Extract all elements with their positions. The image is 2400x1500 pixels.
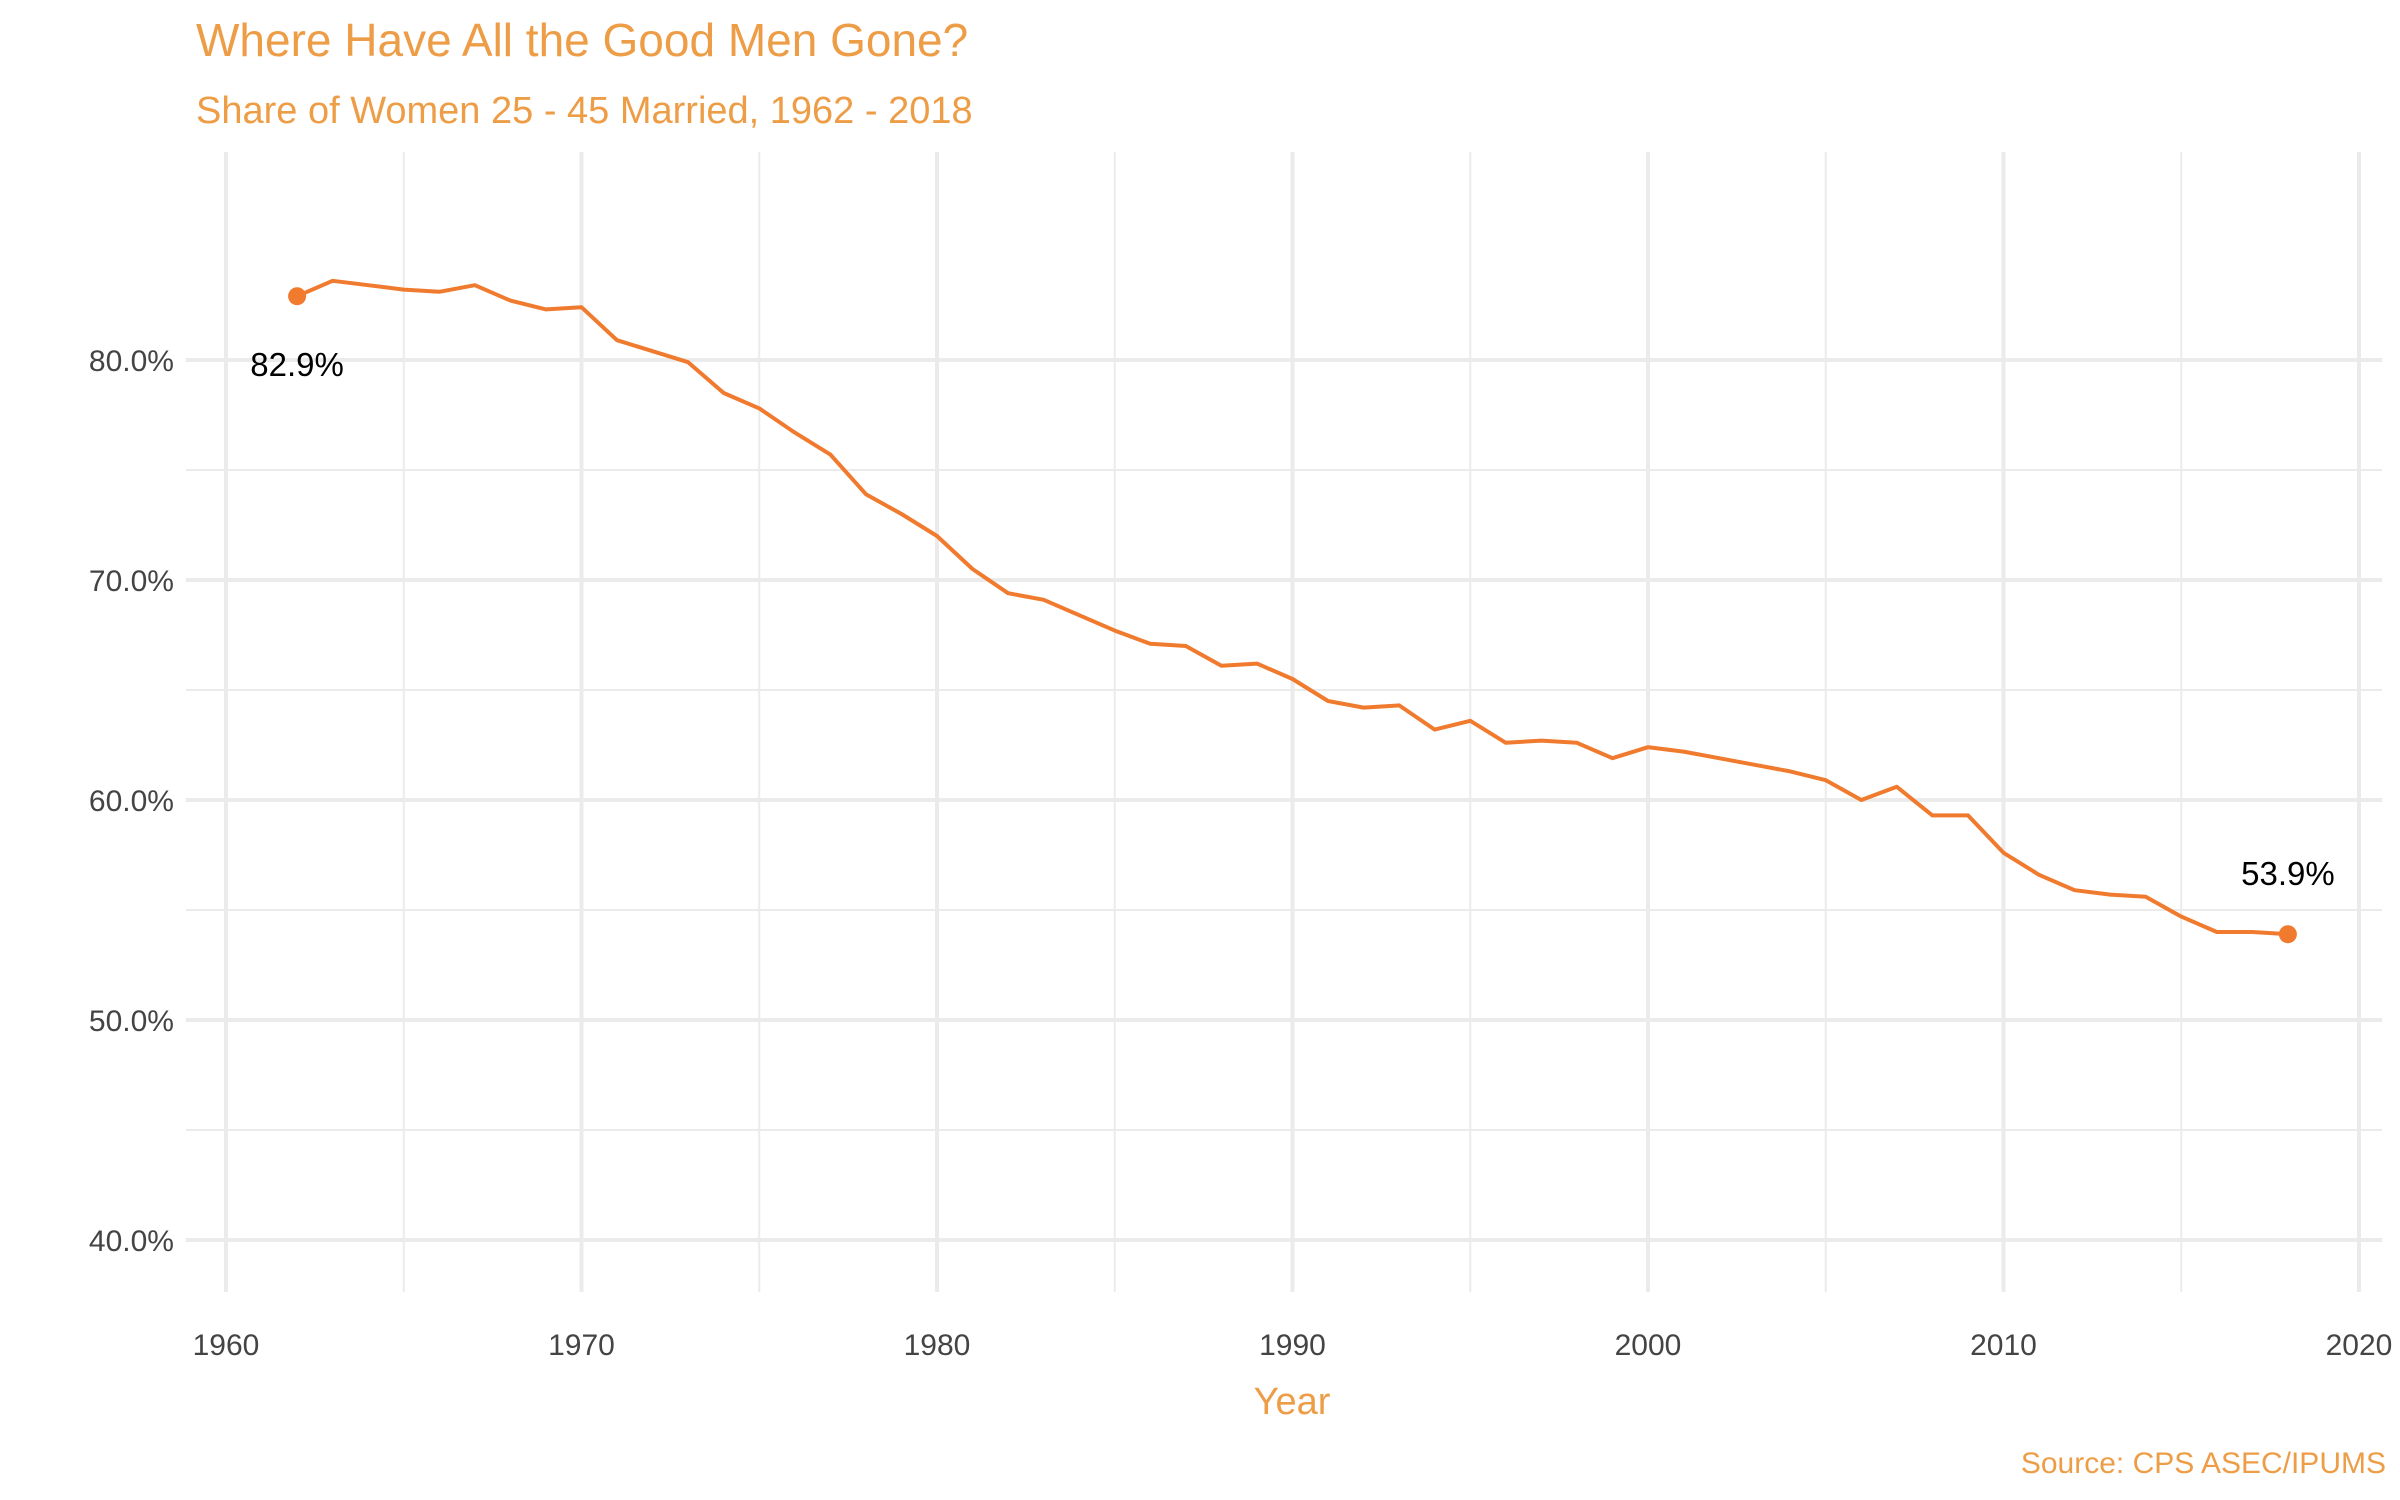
x-tick-label: 2000	[1615, 1329, 1682, 1362]
chart-title: Where Have All the Good Men Gone?	[196, 14, 968, 66]
data-label: 82.9%	[250, 346, 344, 383]
x-tick-label: 2010	[1970, 1329, 2037, 1362]
x-tick-label: 1960	[193, 1329, 260, 1362]
grid-layer	[186, 152, 2382, 1292]
endpoint-marker	[2278, 925, 2297, 944]
annotation-layer: 82.9% 53.9%	[250, 287, 2335, 944]
source-caption: Source: CPS ASEC/IPUMS	[2021, 1447, 2386, 1480]
x-tick-label: 2020	[2326, 1329, 2393, 1362]
line-layer	[295, 278, 2290, 937]
y-tick-label: 80.0%	[89, 345, 174, 378]
y-tick-label: 60.0%	[89, 785, 174, 818]
y-tick-label: 50.0%	[89, 1005, 174, 1038]
x-tick-label: 1970	[548, 1329, 615, 1362]
x-tick-label: 1990	[1259, 1329, 1326, 1362]
x-tick-label: 1980	[904, 1329, 971, 1362]
axis-layer: 1960 1970 1980 1990 2000 2010 2020 40.0% 50.0% 60…	[89, 345, 2392, 1362]
endpoint-marker	[288, 287, 307, 306]
y-tick-label: 70.0%	[89, 565, 174, 598]
series-line	[295, 278, 2290, 937]
data-label: 53.9%	[2241, 855, 2335, 892]
chart-subtitle: Share of Women 25 - 45 Married, 1962 - 2…	[196, 90, 973, 132]
y-tick-label: 40.0%	[89, 1225, 174, 1258]
x-axis-label: Year	[1254, 1381, 1331, 1423]
